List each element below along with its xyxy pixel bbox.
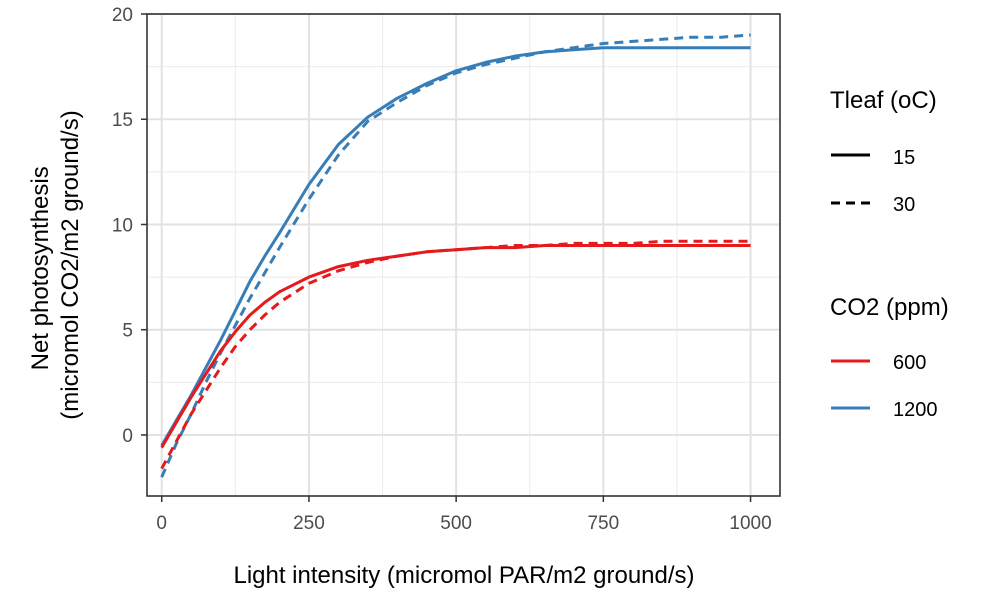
legend-title-co2: CO2 (ppm) <box>830 294 949 321</box>
series-line-co2-600-tleaf-30 <box>160 239 751 470</box>
x-tick-label: 250 <box>293 513 325 534</box>
x-tick-label: 0 <box>156 513 167 534</box>
panel-border <box>146 13 781 497</box>
x-tick-label: 750 <box>587 513 619 534</box>
y-tick-label: 5 <box>122 321 133 342</box>
legend-title-tleaf: Tleaf (oC) <box>830 87 937 114</box>
legend-label-co2-1200: 1200 <box>893 399 938 421</box>
y-axis-title-line-1: Net photosynthesis <box>27 166 54 370</box>
legend: Tleaf (oC) 15 30 CO2 (ppm) 600 1200 <box>830 87 949 421</box>
y-tick-label: 10 <box>112 215 133 236</box>
x-axis-ticks: 0 250 500 750 1000 <box>156 496 772 534</box>
x-axis-title: Light intensity (micromol PAR/m2 ground/… <box>233 562 694 589</box>
y-tick-label: 20 <box>112 5 133 26</box>
legend-label-tleaf-15: 15 <box>893 147 915 169</box>
series-line-co2-1200-tleaf-15 <box>160 46 751 447</box>
y-axis-ticks: 0 5 10 15 20 <box>112 5 147 447</box>
y-axis-title: Net photosynthesis (micromol CO2/m2 grou… <box>27 110 84 419</box>
minor-gridlines <box>147 14 780 496</box>
legend-label-co2-600: 600 <box>893 352 926 374</box>
x-tick-label: 500 <box>440 513 472 534</box>
y-axis-title-line-2: (micromol CO2/m2 ground/s) <box>57 110 84 419</box>
legend-label-tleaf-30: 30 <box>893 194 915 216</box>
series-layer <box>160 33 751 478</box>
x-tick-label: 1000 <box>729 513 771 534</box>
y-tick-label: 0 <box>122 426 133 447</box>
y-tick-label: 15 <box>112 110 133 131</box>
